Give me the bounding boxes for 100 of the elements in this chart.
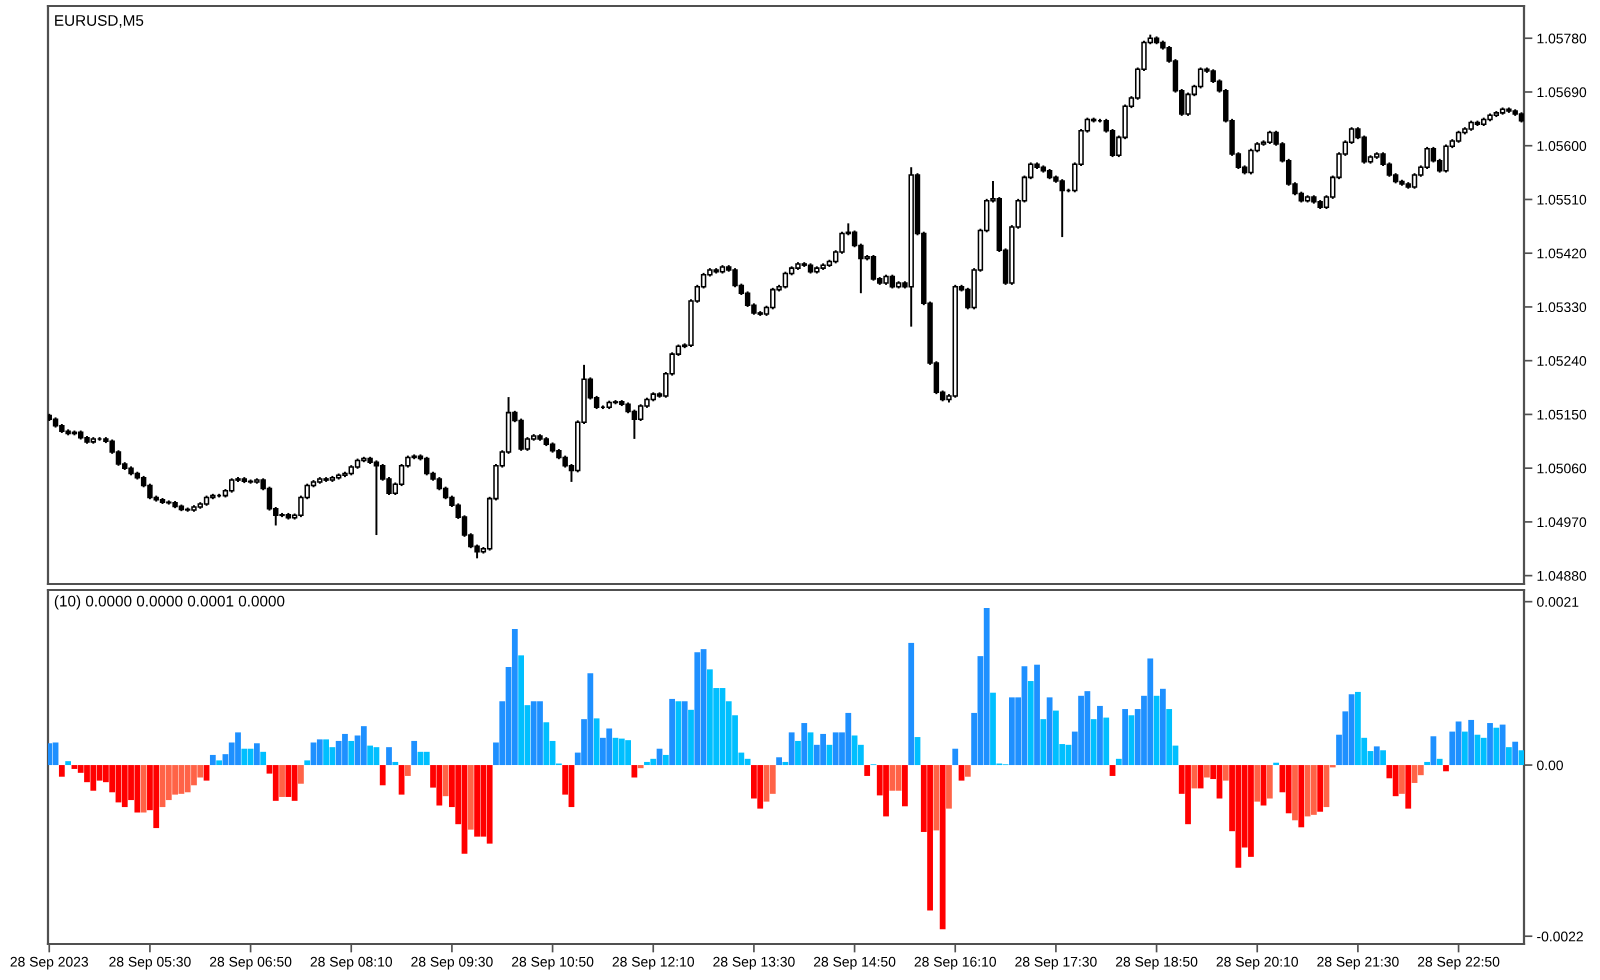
bar (1078, 695, 1084, 766)
bar (1443, 765, 1449, 772)
bar (1512, 741, 1519, 766)
candlestick (732, 267, 738, 289)
bar (84, 765, 90, 783)
bar (260, 751, 267, 766)
bar (1159, 688, 1166, 766)
bar (436, 765, 443, 806)
bar (474, 765, 480, 837)
bar (241, 748, 248, 766)
bar (1405, 765, 1412, 809)
candlestick (373, 459, 380, 537)
bar (1166, 709, 1173, 766)
bar (537, 701, 543, 766)
bar (1084, 691, 1091, 766)
bar (172, 765, 178, 795)
bar (304, 760, 311, 766)
bar (788, 732, 795, 766)
bar (952, 748, 959, 766)
bar (253, 743, 260, 766)
bar (329, 747, 336, 766)
bar (486, 765, 493, 844)
bar (1461, 731, 1468, 766)
bar (235, 732, 241, 766)
bar (650, 758, 657, 766)
bar (801, 723, 808, 766)
bar (298, 765, 304, 784)
candlestick (1248, 147, 1254, 176)
bar (511, 628, 518, 766)
bar (1487, 723, 1493, 766)
candlestick (839, 230, 845, 255)
bar (178, 765, 185, 794)
bar (1122, 709, 1129, 766)
bar (153, 765, 160, 829)
bar (1115, 758, 1122, 766)
bar (902, 765, 908, 807)
bar (895, 765, 902, 791)
bar (776, 757, 782, 766)
bar (1310, 765, 1317, 815)
bar (342, 733, 348, 766)
candlestick (1185, 91, 1191, 117)
candlestick (870, 254, 877, 282)
bar (1298, 765, 1305, 828)
bar (946, 765, 952, 809)
bar (518, 655, 525, 766)
bar (348, 740, 355, 766)
bar (121, 765, 128, 808)
bar (1499, 724, 1506, 766)
bar (1317, 765, 1324, 812)
bar (467, 765, 474, 830)
bar (983, 607, 990, 766)
bar (48, 743, 53, 766)
bar (134, 765, 141, 813)
bar (323, 739, 329, 766)
bar (279, 765, 285, 797)
bar (367, 745, 374, 766)
bar (1254, 765, 1261, 802)
bar (694, 652, 701, 766)
bar (1355, 691, 1361, 766)
candlestick (398, 463, 405, 488)
bar (1468, 719, 1475, 766)
bar (530, 701, 537, 766)
bar (757, 765, 764, 809)
candlestick (1424, 145, 1430, 170)
bar (593, 718, 600, 766)
bar (1235, 765, 1242, 868)
bar (140, 765, 147, 813)
bar (587, 673, 594, 766)
bar (688, 709, 694, 766)
bar (442, 765, 449, 797)
bar (1373, 746, 1380, 766)
candlestick (631, 408, 638, 440)
bar (1034, 664, 1040, 766)
bar (1191, 765, 1198, 789)
bar (1392, 765, 1399, 797)
bar (662, 754, 669, 766)
bar (1008, 697, 1015, 766)
bar (272, 765, 279, 801)
bar (1436, 758, 1443, 766)
bar (184, 765, 191, 793)
bar (58, 765, 65, 777)
candlestick (1443, 143, 1449, 174)
bar (706, 669, 713, 766)
bar (769, 765, 776, 794)
bar (335, 740, 342, 766)
bar (543, 722, 550, 766)
bar (1506, 747, 1512, 766)
bar (209, 754, 216, 766)
bar (360, 726, 367, 766)
candlestick (1361, 134, 1367, 165)
bar (285, 765, 292, 797)
bar (1292, 765, 1298, 821)
candlestick (424, 455, 430, 477)
bar (165, 765, 172, 801)
bar (964, 765, 971, 777)
bar (1222, 765, 1229, 781)
bar (191, 765, 197, 786)
bar (1103, 717, 1110, 766)
bar (1399, 765, 1405, 794)
bar (1040, 719, 1047, 766)
